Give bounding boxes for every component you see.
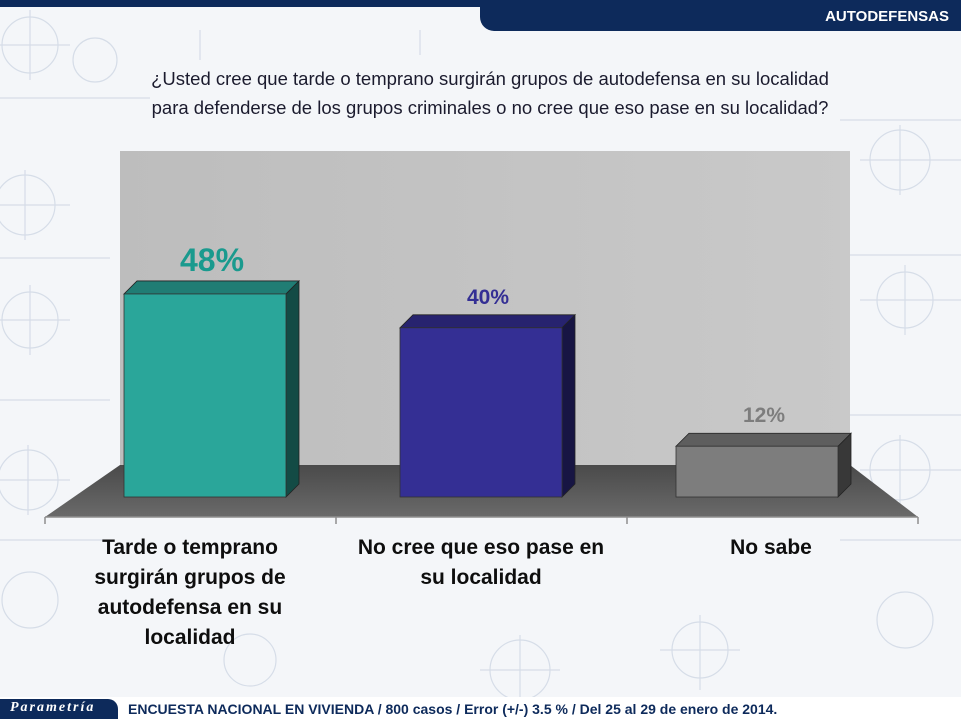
bar-2-front (399, 327, 563, 498)
bar-1-front (123, 293, 287, 498)
bar-1-top (123, 280, 300, 295)
bar-2-side (561, 313, 576, 498)
bar-3-value-label: 12% (743, 404, 785, 427)
section-label: AUTODEFENSAS (825, 8, 949, 25)
footer-bar (0, 697, 961, 721)
bar-1-value-label: 48% (180, 242, 244, 278)
bar-1-side (285, 279, 300, 498)
bar-3-front (675, 445, 839, 498)
bar-3-top (675, 432, 852, 447)
bar-2 (399, 313, 576, 498)
chart-back-wall (120, 151, 850, 465)
category-label-1: Tarde o temprano surgirán grupos de auto… (94, 536, 286, 649)
question-line-1: ¿Usted cree que tarde o temprano surgirá… (151, 68, 829, 89)
bar-2-top (399, 314, 576, 329)
section-tab: AUTODEFENSAS (480, 0, 961, 31)
bar-2-value-label: 40% (467, 286, 509, 309)
bar-3 (675, 432, 852, 498)
footer-logo: Parametría (0, 699, 118, 719)
question-line-2: para defenderse de los grupos criminales… (151, 97, 829, 118)
footer-note: ENCUESTA NACIONAL EN VIVIENDA / 800 caso… (128, 701, 778, 717)
category-label-3: No sabe (730, 536, 812, 559)
category-label-2: No cree que eso pase en su localidad (357, 536, 605, 589)
bar-1 (123, 279, 300, 498)
question-text: ¿Usted cree que tarde o temprano surgirá… (110, 64, 870, 122)
